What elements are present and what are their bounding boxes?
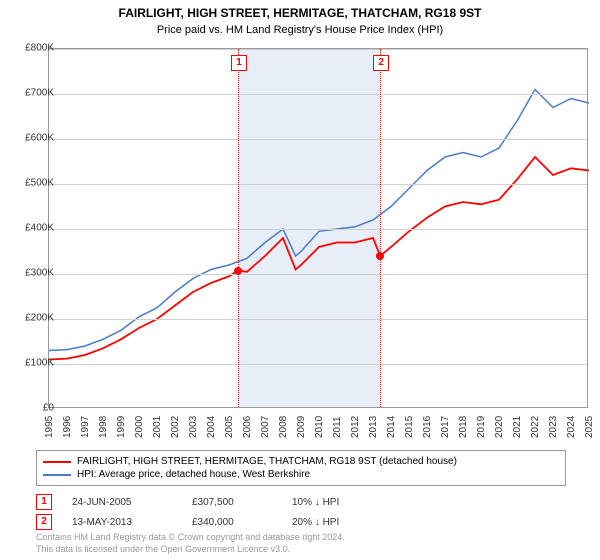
event-delta: 10% ↓ HPI [292,497,382,508]
x-tick-label: 2018 [458,416,469,438]
event-price: £307,500 [192,497,272,508]
footer-line2: This data is licensed under the Open Gov… [36,544,345,556]
event-table: 1 24-JUN-2005 £307,500 10% ↓ HPI 2 13-MAY-201… [36,492,382,532]
y-tick-label: £700K [10,88,54,99]
chart-area: 12 1995199619971998199920002001200220032… [48,48,588,408]
marker-line [238,49,239,407]
chart-title: FAIRLIGHT, HIGH STREET, HERMITAGE, THATC… [0,0,600,20]
x-tick-label: 1997 [80,416,91,438]
x-tick-label: 2022 [530,416,541,438]
marker-dot [234,267,242,275]
x-tick-label: 2004 [206,416,217,438]
x-tick-label: 2001 [152,416,163,438]
marker-label-box: 2 [373,55,389,71]
x-tick-label: 2005 [224,416,235,438]
series-line [49,157,589,360]
x-tick-label: 2000 [134,416,145,438]
y-tick-label: £300K [10,268,54,279]
x-tick-label: 2024 [566,416,577,438]
event-row: 2 13-MAY-2013 £340,000 20% ↓ HPI [36,512,382,532]
marker-dot [376,252,384,260]
y-tick-label: £600K [10,133,54,144]
gridline [49,49,587,50]
x-tick-label: 2019 [476,416,487,438]
gridline [49,364,587,365]
x-tick-label: 2020 [494,416,505,438]
event-price: £340,000 [192,517,272,528]
x-tick-label: 2009 [296,416,307,438]
event-date: 24-JUN-2005 [72,497,172,508]
x-tick-label: 2007 [260,416,271,438]
y-tick-label: £500K [10,178,54,189]
x-tick-label: 2021 [512,416,523,438]
x-tick-label: 2014 [386,416,397,438]
event-row: 1 24-JUN-2005 £307,500 10% ↓ HPI [36,492,382,512]
x-tick-label: 2017 [440,416,451,438]
x-tick-label: 2016 [422,416,433,438]
x-tick-label: 1998 [98,416,109,438]
x-tick-label: 2010 [314,416,325,438]
x-tick-label: 2002 [170,416,181,438]
y-tick-label: £400K [10,223,54,234]
event-date: 13-MAY-2013 [72,517,172,528]
gridline [49,229,587,230]
x-tick-label: 2003 [188,416,199,438]
y-tick-label: £100K [10,358,54,369]
x-tick-label: 2015 [404,416,415,438]
legend-row: HPI: Average price, detached house, West… [43,468,559,481]
legend-row: FAIRLIGHT, HIGH STREET, HERMITAGE, THATC… [43,455,559,468]
x-tick-label: 2013 [368,416,379,438]
gridline [49,274,587,275]
marker-label-box: 1 [231,55,247,71]
x-tick-label: 2012 [350,416,361,438]
x-tick-label: 2008 [278,416,289,438]
legend-swatch [43,461,71,463]
x-tick-label: 1995 [44,416,55,438]
chart-container: FAIRLIGHT, HIGH STREET, HERMITAGE, THATC… [0,0,600,560]
x-tick-label: 2025 [584,416,595,438]
y-tick-label: £800K [10,43,54,54]
legend-swatch [43,474,71,476]
event-num-box: 1 [36,494,52,510]
gridline [49,184,587,185]
legend-label: FAIRLIGHT, HIGH STREET, HERMITAGE, THATC… [77,456,457,467]
plot-region: 12 [48,48,588,408]
x-tick-label: 2023 [548,416,559,438]
x-tick-label: 1996 [62,416,73,438]
y-tick-label: £0 [10,403,54,414]
marker-line [380,49,381,407]
x-tick-label: 2011 [332,416,343,438]
gridline [49,94,587,95]
legend: FAIRLIGHT, HIGH STREET, HERMITAGE, THATC… [36,450,566,486]
footer-attribution: Contains HM Land Registry data © Crown c… [36,532,345,555]
x-tick-label: 1999 [116,416,127,438]
series-line [49,90,589,351]
gridline [49,139,587,140]
event-num-box: 2 [36,514,52,530]
legend-label: HPI: Average price, detached house, West… [77,469,310,480]
gridline [49,319,587,320]
footer-line1: Contains HM Land Registry data © Crown c… [36,532,345,544]
x-tick-label: 2006 [242,416,253,438]
event-delta: 20% ↓ HPI [292,517,382,528]
chart-subtitle: Price paid vs. HM Land Registry's House … [0,20,600,36]
y-tick-label: £200K [10,313,54,324]
